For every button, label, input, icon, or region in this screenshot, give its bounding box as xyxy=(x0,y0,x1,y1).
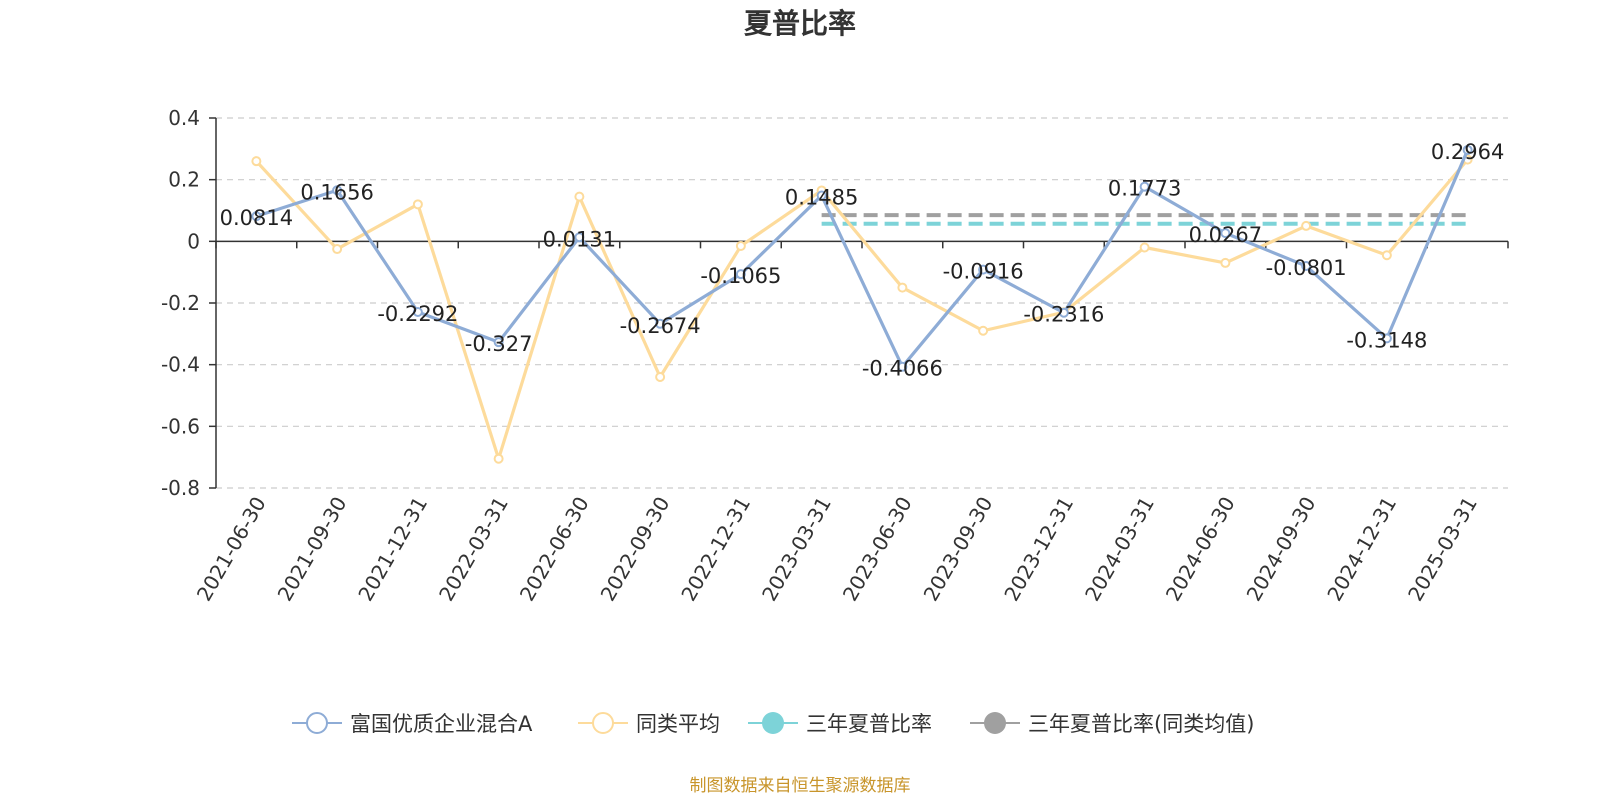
x-tick-label: 2021-12-31 xyxy=(353,493,432,606)
y-tick-label: 0.4 xyxy=(168,106,200,130)
reference-lines xyxy=(821,213,1468,226)
legend-item[interactable]: 三年夏普比率(同类均值) xyxy=(970,712,1254,736)
data-label: 0.0814 xyxy=(220,206,293,230)
data-point xyxy=(251,156,262,167)
data-point xyxy=(412,199,423,210)
data-point xyxy=(1220,228,1231,239)
legend: 富国优质企业混合A 同类平均 三年夏普比率 三年夏普比率(同类均值) xyxy=(292,712,1254,736)
y-tick-label: 0.2 xyxy=(168,168,200,192)
data-label: -0.327 xyxy=(465,332,533,356)
x-tick-label: 2021-09-30 xyxy=(273,493,352,606)
data-point xyxy=(1139,181,1150,192)
data-point xyxy=(332,185,343,196)
legend-label: 三年夏普比率(同类均值) xyxy=(1028,712,1254,736)
data-labels: 0.0814 0.1656 -0.2292 -0.327 0.0131 -0.2674 -0… xyxy=(220,140,1505,381)
data-point xyxy=(1381,333,1392,344)
data-point xyxy=(735,240,746,251)
x-tick-label: 2024-12-31 xyxy=(1322,493,1401,606)
series-line xyxy=(255,158,1469,461)
data-label: -0.4066 xyxy=(862,357,943,381)
series xyxy=(251,144,1473,464)
data-point xyxy=(735,269,746,280)
x-tick-label: 2023-12-31 xyxy=(999,493,1078,606)
x-tick-label: 2022-12-31 xyxy=(676,493,755,606)
legend-item[interactable]: 同类平均 xyxy=(578,712,720,736)
data-point xyxy=(493,337,504,348)
data-point xyxy=(1301,220,1312,231)
data-label: -0.2292 xyxy=(377,302,458,326)
y-tick-label: -0.8 xyxy=(161,476,200,500)
data-label: 0.1485 xyxy=(785,186,858,210)
data-point xyxy=(978,325,989,336)
data-point xyxy=(1220,257,1231,268)
data-label: 0.0131 xyxy=(543,227,616,251)
data-point xyxy=(493,453,504,464)
y-tick-label: -0.6 xyxy=(161,414,200,438)
legend-marker xyxy=(984,712,1006,734)
data-label: -0.2674 xyxy=(620,314,701,338)
data-point xyxy=(816,190,827,201)
data-label: -0.1065 xyxy=(700,264,781,288)
y-tick-label: -0.2 xyxy=(161,291,200,315)
x-tick-label: 2024-09-30 xyxy=(1242,493,1321,606)
x-tick-label: 2025-03-31 xyxy=(1403,493,1482,606)
x-tick-label: 2021-06-30 xyxy=(192,493,271,606)
data-point xyxy=(978,264,989,275)
legend-item[interactable]: 三年夏普比率 xyxy=(748,712,932,736)
x-tick-label: 2023-09-30 xyxy=(919,493,998,606)
data-point xyxy=(412,307,423,318)
legend-label: 同类平均 xyxy=(636,712,720,736)
legend-label: 富国优质企业混合A xyxy=(350,712,533,736)
data-point xyxy=(332,244,343,255)
y-tick-label: -0.4 xyxy=(161,353,200,377)
x-tick-label: 2022-09-30 xyxy=(596,493,675,606)
data-point xyxy=(655,372,666,382)
data-point xyxy=(1381,250,1392,261)
legend-marker xyxy=(762,712,784,734)
x-tick-label: 2024-03-31 xyxy=(1080,493,1159,606)
legend-label: 三年夏普比率 xyxy=(806,712,932,736)
data-point xyxy=(1139,242,1150,253)
y-tick-label: 0 xyxy=(187,229,200,253)
data-label: 0.1773 xyxy=(1108,177,1181,201)
data-point xyxy=(897,361,908,372)
data-point xyxy=(897,282,908,293)
data-label: -0.0801 xyxy=(1266,256,1347,280)
x-tick-label: 2023-03-31 xyxy=(757,493,836,606)
series-line xyxy=(255,149,1470,369)
data-point xyxy=(1462,144,1473,155)
data-label: 0.2964 xyxy=(1431,140,1504,164)
x-tick-label: 2024-06-30 xyxy=(1161,493,1240,606)
data-label: -0.0916 xyxy=(943,260,1024,284)
chart-title: 夏普比率 xyxy=(744,7,856,40)
data-label: -0.3148 xyxy=(1346,328,1427,352)
source-note: 制图数据来自恒生聚源数据库 xyxy=(690,776,911,796)
x-tick-label: 2022-03-31 xyxy=(434,493,513,606)
data-label: 0.0267 xyxy=(1189,223,1262,247)
legend-item[interactable]: 富国优质企业混合A xyxy=(292,712,533,736)
data-point xyxy=(251,211,262,222)
legend-marker xyxy=(592,712,614,734)
legend-marker xyxy=(306,712,328,734)
data-point xyxy=(655,318,666,329)
data-point xyxy=(574,191,585,202)
x-tick-label: 2023-06-30 xyxy=(838,493,917,606)
data-label: 0.1656 xyxy=(300,180,373,204)
data-point xyxy=(1058,307,1069,318)
x-tick-label: 2022-06-30 xyxy=(515,493,594,606)
data-point xyxy=(1301,261,1312,272)
data-point xyxy=(574,232,585,243)
data-label: -0.2316 xyxy=(1023,303,1104,327)
